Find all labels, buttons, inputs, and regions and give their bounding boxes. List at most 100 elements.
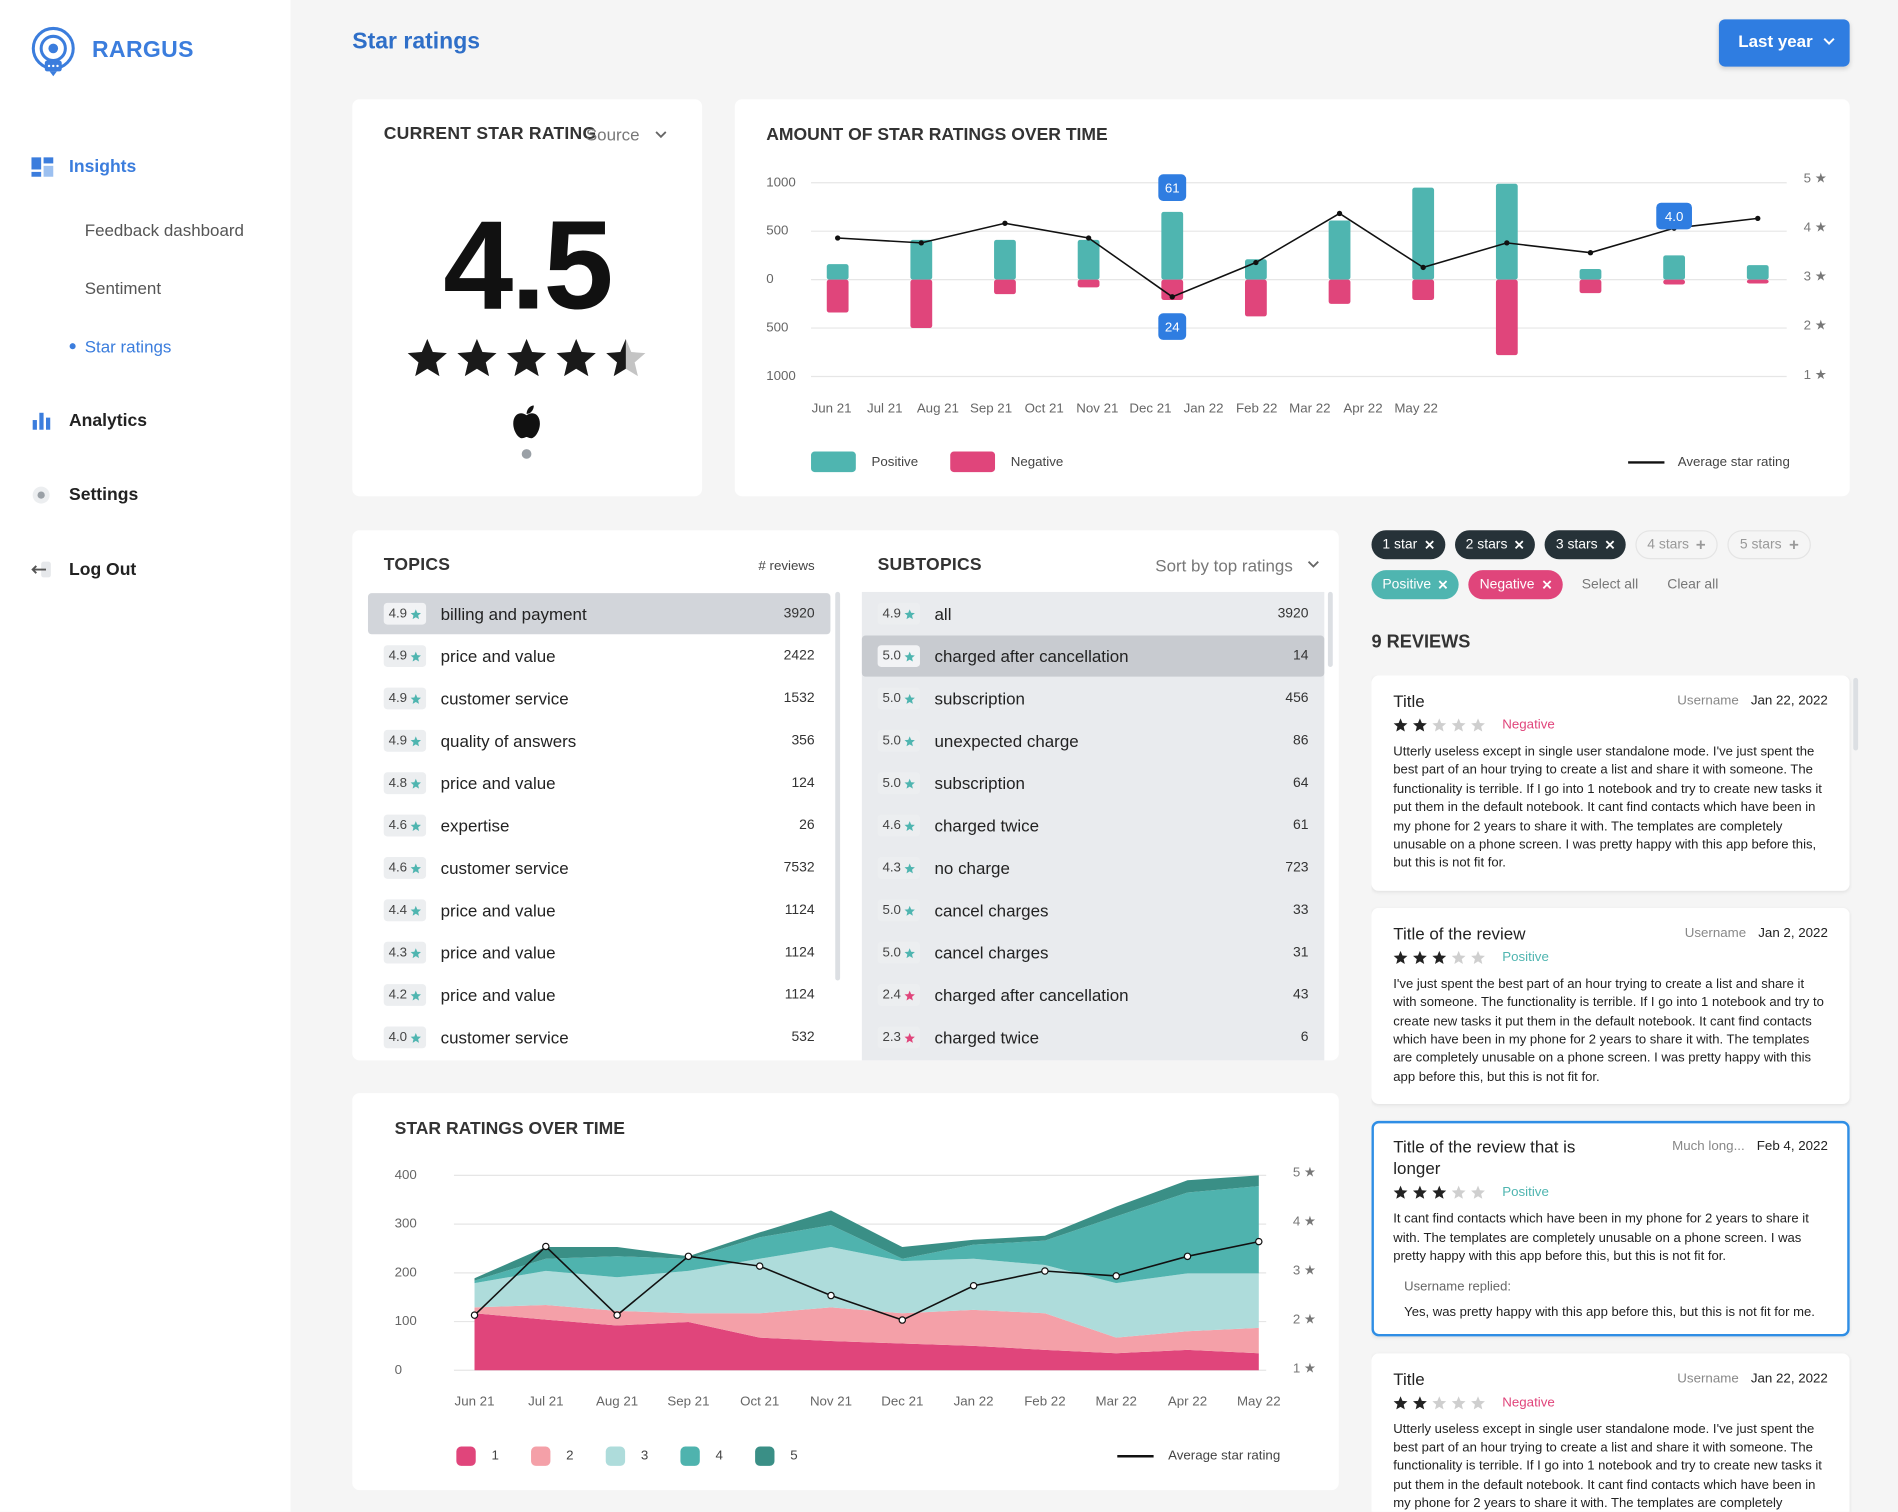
review-meta: Username Jan 2, 2022 xyxy=(1685,922,1828,944)
star-icon xyxy=(410,651,422,661)
review-card[interactable]: Title of the review that is longer Much l… xyxy=(1371,1121,1850,1336)
rating-badge: 4.3 xyxy=(877,857,921,879)
topic-row[interactable]: 5.0 unexpected charge 86 xyxy=(862,720,1324,761)
remove-icon[interactable] xyxy=(1438,580,1448,590)
bar xyxy=(1579,268,1602,280)
topic-row[interactable]: 2.4 charged after cancellation 43 xyxy=(862,974,1324,1015)
filter-chip[interactable]: Negative xyxy=(1468,570,1563,600)
topic-row[interactable]: 4.8 price and value 124 xyxy=(368,763,830,804)
nav-sentiment[interactable]: Sentiment xyxy=(84,278,162,298)
line-point xyxy=(827,1291,835,1300)
period-button[interactable]: Last year xyxy=(1718,19,1850,67)
remove-icon[interactable] xyxy=(1515,540,1525,550)
star xyxy=(1432,718,1447,732)
star xyxy=(410,1032,422,1043)
rating-badge: 4.2 xyxy=(383,984,427,1006)
star-icon xyxy=(410,608,422,619)
remove-icon[interactable] xyxy=(1542,580,1552,590)
subtopics-title: SUBTOPICS xyxy=(877,555,982,575)
select-all[interactable]: Select all xyxy=(1581,577,1639,592)
topic-row[interactable]: 4.4 price and value 1124 xyxy=(368,890,830,931)
x-tick-label: Oct 21 xyxy=(740,1393,779,1408)
topic-row[interactable]: 4.3 price and value 1124 xyxy=(368,932,830,973)
star xyxy=(1393,950,1408,964)
topic-row[interactable]: 4.2 price and value 1124 xyxy=(368,974,830,1015)
topic-name: no charge xyxy=(934,858,1010,878)
remove-icon[interactable] xyxy=(1605,540,1615,550)
topic-row[interactable]: 5.0 cancel charges 33 xyxy=(862,890,1324,931)
x-tick-label: Jan 22 xyxy=(1184,401,1224,416)
topic-row[interactable]: 4.0 customer service 532 xyxy=(368,1017,830,1058)
sort-dropdown[interactable]: Sort by top ratings xyxy=(1155,555,1293,575)
review-text: It cant find contacts which have been in… xyxy=(1393,1212,1809,1264)
source-dropdown[interactable]: Source xyxy=(585,124,640,145)
topic-name: billing and payment xyxy=(440,604,587,624)
legend-label: Positive xyxy=(872,454,919,469)
rating-badge: 4.6 xyxy=(383,857,427,879)
line-point xyxy=(1085,235,1092,241)
star xyxy=(904,1032,916,1043)
topic-row[interactable]: 5.0 charged after cancellation 14 xyxy=(861,635,1325,677)
filter-chip[interactable]: Positive xyxy=(1371,570,1459,600)
star xyxy=(410,608,422,619)
topic-row[interactable]: 5.0 subscription 64 xyxy=(862,763,1324,804)
topic-row[interactable]: 4.9 billing and payment 3920 xyxy=(367,593,831,635)
topic-name: subscription xyxy=(934,688,1025,709)
topic-row[interactable]: 4.9 price and value 2422 xyxy=(368,636,830,677)
line-point xyxy=(1002,220,1008,226)
review-header: Title of the review that is longer Much l… xyxy=(1393,1136,1828,1180)
review-card[interactable]: Title Username Jan 22, 2022 Negative Utterly… xyxy=(1371,675,1850,891)
y-tick-label: 1000 xyxy=(766,368,796,383)
topic-row[interactable]: 4.6 customer service 7532 xyxy=(368,847,830,888)
rating-value: 4.4 xyxy=(388,903,408,918)
bar xyxy=(1746,265,1769,280)
nav-star-ratings[interactable]: Star ratings xyxy=(84,336,172,356)
star xyxy=(904,651,916,661)
scrollbar[interactable] xyxy=(835,591,841,981)
filter-chip[interactable]: 1 star xyxy=(1371,530,1446,560)
rating-stars xyxy=(407,338,646,377)
nav-settings[interactable]: Settings xyxy=(68,485,139,505)
rating-value: 5.0 xyxy=(882,945,901,960)
topic-row[interactable]: 4.9 quality of answers 356 xyxy=(368,720,830,761)
callout xyxy=(1656,202,1692,230)
star-icon xyxy=(904,990,916,1000)
nav-analytics[interactable]: Analytics xyxy=(68,411,148,431)
nav-log-out[interactable]: Log Out xyxy=(68,560,137,580)
review-title: Title of the review xyxy=(1393,923,1526,943)
star xyxy=(904,820,916,831)
clear-all[interactable]: Clear all xyxy=(1667,577,1719,592)
bar xyxy=(1412,187,1435,280)
topic-row[interactable]: 4.3 no charge 723 xyxy=(862,847,1324,888)
scrollbar[interactable] xyxy=(1327,591,1333,667)
review-count: 26 xyxy=(799,818,815,833)
add-icon[interactable] xyxy=(1789,540,1799,550)
topic-row[interactable]: 2.3 charged twice 6 xyxy=(862,1017,1324,1058)
y-tick-label: 400 xyxy=(395,1167,417,1182)
topic-row[interactable]: 5.0 subscription 456 xyxy=(862,678,1324,719)
topic-row[interactable]: 4.9 customer service 1532 xyxy=(368,678,830,719)
nav-insights[interactable]: Insights xyxy=(68,157,137,177)
topic-row[interactable]: 5.0 cancel charges 31 xyxy=(862,932,1324,973)
topic-row[interactable]: 4.6 expertise 26 xyxy=(368,805,830,846)
nav-feedback-dashboard[interactable]: Feedback dashboard xyxy=(84,220,244,240)
filter-chip[interactable]: 2 stars xyxy=(1454,530,1536,560)
topic-row[interactable]: 4.6 charged twice 61 xyxy=(862,805,1324,846)
remove-icon[interactable] xyxy=(1424,540,1434,550)
chip-label: 1 star xyxy=(1382,537,1418,552)
line-point xyxy=(613,1311,621,1319)
rating-number: 4.5 xyxy=(443,196,613,337)
review-count: 61 xyxy=(1293,818,1309,833)
scrollbar[interactable] xyxy=(1853,677,1859,751)
filter-chip[interactable]: 5 stars xyxy=(1727,530,1811,560)
review-card[interactable]: Title of the review Username Jan 2, 2022 Po… xyxy=(1371,907,1850,1105)
line-point xyxy=(1253,259,1259,266)
review-card[interactable]: Title Username Jan 22, 2022 Negative Utterly… xyxy=(1371,1352,1850,1512)
filter-chip[interactable]: 4 stars xyxy=(1635,530,1719,560)
topic-row[interactable]: 4.9 all 3920 xyxy=(862,593,1324,634)
filter-chip[interactable]: 3 stars xyxy=(1544,530,1626,560)
review-count: 1124 xyxy=(784,903,815,918)
reply-text: Yes, was pretty happy with this app befo… xyxy=(1404,1304,1815,1319)
add-icon[interactable] xyxy=(1696,540,1706,550)
rating-value: 4.9 xyxy=(388,648,408,664)
